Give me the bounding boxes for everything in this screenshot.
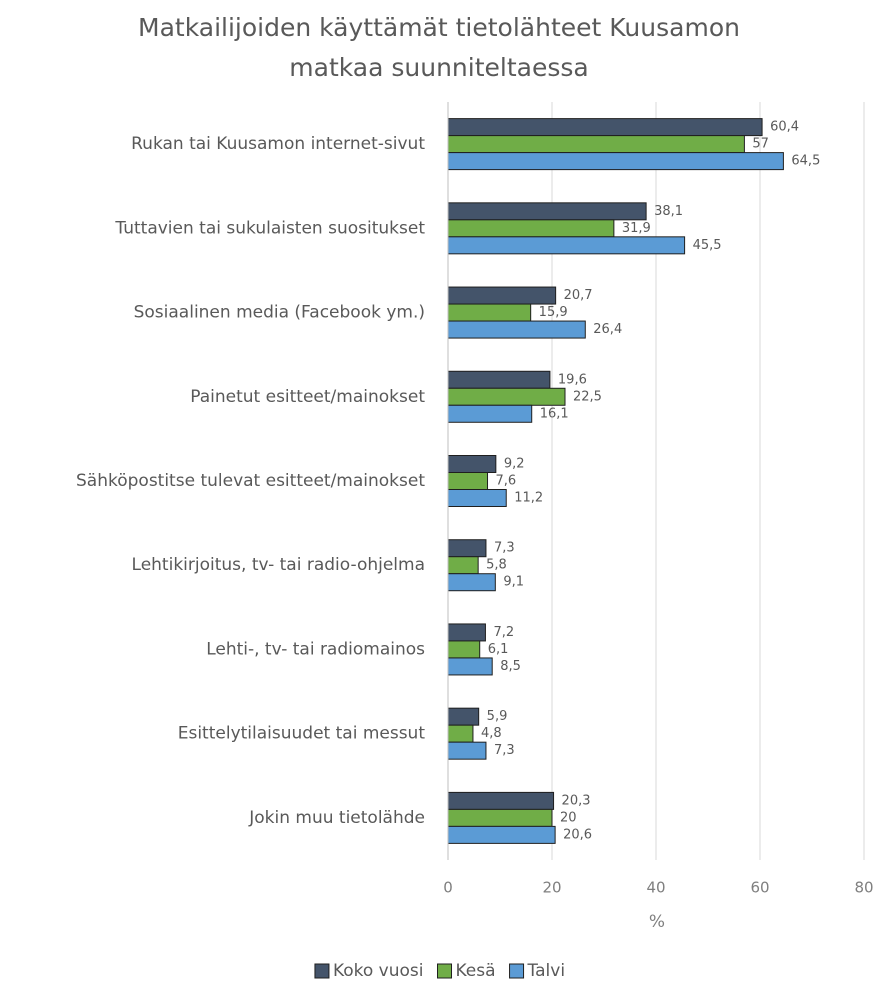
bar	[447, 741, 487, 760]
data-label: 9,1	[503, 575, 524, 590]
bar	[447, 320, 586, 339]
data-label: 20,6	[563, 827, 592, 842]
y-tick-label: Rukan tai Kuusamon internet-sivut	[131, 134, 425, 154]
data-label: 5,8	[486, 558, 507, 573]
data-label: 15,9	[539, 305, 568, 320]
y-tick-label: Esittelytilaisuudet tai messut	[178, 724, 426, 744]
legend-label: Talvi	[527, 961, 566, 981]
data-label: 7,2	[493, 625, 514, 640]
bar	[447, 303, 532, 322]
data-label: 20,7	[564, 288, 593, 303]
y-tick-label: Tuttavien tai sukulaisten suositukset	[114, 218, 425, 238]
data-label: 5,9	[487, 709, 508, 724]
bar	[447, 152, 784, 171]
bar	[447, 286, 557, 305]
data-label: 57	[752, 137, 769, 152]
bar	[447, 724, 474, 743]
legend-label: Kesä	[456, 961, 496, 981]
data-label: 31,9	[622, 221, 651, 236]
data-label: 45,5	[693, 238, 722, 253]
bar	[447, 825, 556, 844]
y-tick-label: Sosiaalinen media (Facebook ym.)	[134, 303, 425, 323]
bar	[447, 219, 615, 238]
bar	[447, 236, 686, 255]
legend-label: Koko vuosi	[333, 961, 424, 981]
bar	[447, 556, 479, 575]
chart-title: Matkailijoiden käyttämät tietolähteet Ku…	[138, 13, 740, 82]
bar	[447, 573, 496, 592]
data-label: 19,6	[558, 372, 587, 387]
bar	[447, 791, 555, 810]
data-label: 38,1	[654, 204, 683, 219]
y-tick-label: Painetut esitteet/mainokset	[190, 387, 425, 407]
x-tick-label: 80	[854, 879, 873, 897]
bar	[447, 118, 763, 137]
x-axis-label: %	[649, 912, 665, 932]
data-label: 22,5	[573, 389, 602, 404]
data-label: 60,4	[770, 120, 799, 135]
bar	[447, 808, 553, 827]
bar	[447, 489, 507, 507]
y-tick-label: Jokin muu tietolähde	[248, 808, 425, 828]
bar	[447, 404, 533, 423]
data-label: 26,4	[593, 322, 622, 337]
bar	[447, 707, 480, 726]
data-label: 16,1	[540, 406, 569, 421]
legend-swatch	[314, 963, 330, 979]
bar	[447, 623, 486, 642]
bar	[447, 370, 551, 389]
bar	[447, 539, 487, 558]
bar	[447, 135, 745, 154]
bar	[447, 202, 647, 221]
x-tick-label: 0	[443, 879, 453, 897]
bar	[447, 387, 566, 406]
data-label: 8,5	[500, 659, 521, 674]
data-label: 64,5	[791, 154, 820, 169]
data-label: 6,1	[488, 642, 509, 657]
legend-swatch	[437, 963, 453, 979]
data-label: 7,6	[496, 474, 517, 489]
legend-swatch	[509, 963, 525, 979]
data-label: 9,2	[504, 457, 525, 472]
data-label: 7,3	[494, 743, 515, 758]
data-label: 7,3	[494, 541, 515, 556]
data-label: 20	[560, 810, 577, 825]
bar	[447, 657, 493, 676]
data-label: 4,8	[481, 726, 502, 741]
bar	[447, 472, 489, 490]
data-label: 11,2	[514, 491, 543, 506]
x-tick-label: 40	[646, 879, 665, 897]
bar	[447, 640, 481, 659]
y-tick-label: Lehti-, tv- tai radiomainos	[206, 639, 425, 659]
x-tick-label: 60	[750, 879, 769, 897]
x-tick-label: 20	[542, 879, 561, 897]
bar	[447, 455, 497, 473]
y-tick-label: Sähköpostitse tulevat esitteet/mainokset	[76, 471, 425, 491]
y-tick-label: Lehtikirjoitus, tv- tai radio-ohjelma	[132, 555, 425, 575]
data-label: 20,3	[562, 793, 591, 808]
